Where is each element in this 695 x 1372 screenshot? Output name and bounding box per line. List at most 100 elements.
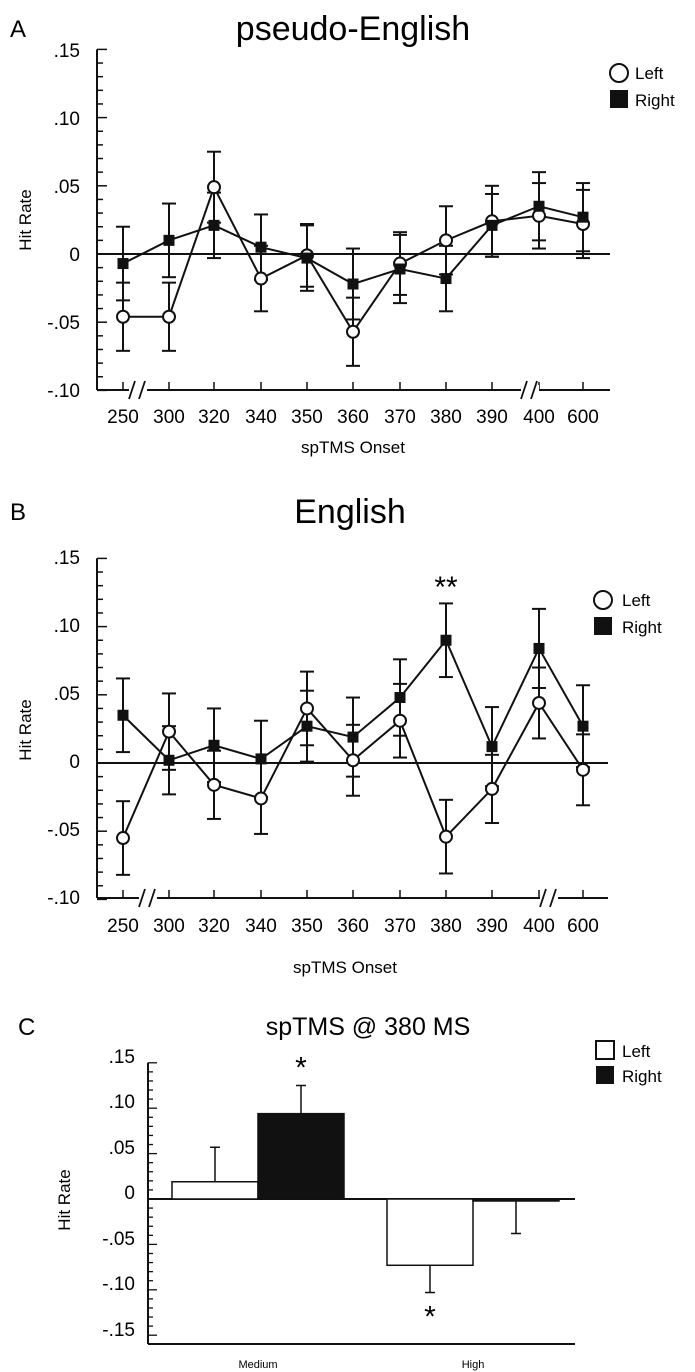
data-point-right	[486, 219, 498, 231]
legend-marker-left	[609, 63, 629, 83]
data-point-right	[347, 731, 359, 743]
data-point-right	[255, 241, 267, 253]
legend-label-left: Left	[622, 591, 651, 610]
data-point-left	[116, 309, 130, 324]
axis-break-gap	[540, 893, 558, 903]
axis-break-gap	[139, 893, 157, 903]
data-point-right	[117, 709, 129, 721]
data-point-left	[162, 309, 176, 324]
data-point-right	[117, 258, 129, 270]
x-tick-label: 360	[337, 407, 369, 428]
legend-label-right: Right	[622, 618, 662, 637]
x-tick-label: 600	[567, 916, 599, 937]
plot-area: Medium High * *	[147, 1052, 575, 1371]
data-point-left	[346, 324, 360, 339]
x-tick-label: 400	[523, 407, 555, 428]
legend-marker-left	[595, 1040, 615, 1060]
x-tick-label: 250	[107, 916, 139, 937]
legend-label-left: Left	[622, 1042, 651, 1061]
axis-break-mark	[148, 888, 156, 908]
data-point-left	[116, 831, 130, 846]
legend-marker-right	[594, 617, 612, 635]
y-tick-labels: .15 .10 .05 0 -.05 -.10	[47, 548, 80, 909]
data-point-left	[162, 724, 176, 739]
data-point-right	[394, 263, 406, 275]
data-point-right	[301, 720, 313, 732]
y-tick-label: -.10	[47, 888, 80, 909]
y-tick-label: 0	[69, 245, 80, 266]
y-axis-label: Hit Rate	[16, 699, 35, 760]
legend: Left Right	[595, 1040, 662, 1086]
y-tick-label: -.05	[102, 1229, 135, 1250]
y-axis-label: Hit Rate	[55, 1169, 74, 1230]
data-point-right	[208, 739, 220, 751]
x-tick-label: 360	[337, 916, 369, 937]
data-point-right	[301, 252, 313, 264]
panel-letter: C	[18, 1014, 35, 1041]
legend: Left Right	[593, 590, 662, 637]
data-point-left	[393, 713, 407, 728]
legend-marker-right	[596, 1066, 614, 1084]
x-tick-label: 300	[153, 916, 185, 937]
x-tick-label: 350	[291, 916, 323, 937]
panel-letter: A	[10, 16, 26, 43]
axis-break-mark	[530, 380, 538, 400]
axis-break-mark	[128, 380, 136, 400]
y-tick-label: -.05	[47, 820, 80, 841]
y-tick-labels: .15 .10 .05 0 -.05 -.10 -.15	[102, 1047, 135, 1341]
significance-marker: *	[424, 1301, 436, 1334]
x-tick-label: 600	[567, 407, 599, 428]
data-point-right	[394, 692, 406, 704]
axis-break-mark	[520, 380, 528, 400]
x-tick-label: 370	[384, 407, 416, 428]
bar-left	[386, 1198, 474, 1267]
x-tick-label: 400	[523, 916, 555, 937]
legend-marker-left	[593, 590, 613, 610]
legend-label-right: Right	[635, 91, 675, 110]
y-tick-label: .10	[109, 1092, 135, 1113]
data-point-right	[163, 234, 175, 246]
x-axis-label: spTMS Onset	[293, 958, 397, 977]
data-point-left	[300, 701, 314, 716]
data-point-right	[577, 720, 589, 732]
x-tick-label: 390	[476, 407, 508, 428]
x-axis-label: spTMS Onset	[301, 438, 405, 457]
y-tick-label: 0	[69, 752, 80, 773]
data-point-right	[208, 219, 220, 231]
x-tick-label: 340	[245, 407, 277, 428]
x-tick-label: 370	[384, 916, 416, 937]
bar-left	[171, 1180, 259, 1200]
y-tick-label: -.10	[102, 1274, 135, 1295]
data-point-left	[207, 777, 221, 792]
data-point-right	[440, 634, 452, 646]
plot-area: 250 300 320 340 350 360 370 380 390 400 600	[96, 48, 610, 428]
data-point-left	[439, 233, 453, 248]
legend-label-left: Left	[635, 64, 664, 83]
axis-break-gap	[521, 385, 539, 395]
data-point-left	[439, 829, 453, 844]
bar-right	[257, 1112, 345, 1200]
x-tick-label: 380	[430, 916, 462, 937]
panel-letter: B	[10, 499, 26, 526]
data-point-right	[533, 642, 545, 654]
x-category-label: High	[462, 1359, 485, 1371]
data-point-left	[576, 762, 590, 777]
x-tick-label: 250	[107, 407, 139, 428]
data-point-right	[486, 741, 498, 753]
data-point-left	[254, 791, 268, 806]
y-tick-label: .10	[54, 616, 80, 637]
x-tick-label: 320	[198, 407, 230, 428]
y-tick-label: .15	[54, 41, 80, 62]
data-point-right	[533, 200, 545, 212]
y-tick-label: -.15	[102, 1320, 135, 1341]
chart-title: English	[294, 493, 406, 531]
y-tick-label: .05	[54, 177, 80, 198]
panel-b: B English .15 .10 .05 0 -.05 -.10 Hit Ra…	[10, 493, 662, 977]
panel-a: A pseudo-English .15 .10 .05 0 -.05 -.10…	[10, 10, 675, 457]
y-tick-label: -.10	[47, 381, 80, 402]
x-tick-label: 300	[153, 407, 185, 428]
data-point-right	[255, 753, 267, 765]
plot-area: 250 300 320 340 350 360 370 380 390 400 600	[96, 557, 608, 937]
data-point-left	[254, 271, 268, 286]
x-tick-label: 380	[430, 407, 462, 428]
